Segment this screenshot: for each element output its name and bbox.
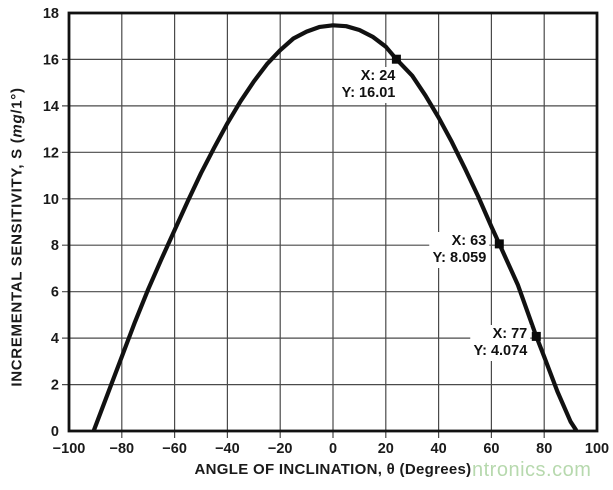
x-tick-label: 80 — [536, 441, 552, 457]
x-tick-label: −60 — [162, 441, 187, 457]
y-tick-label: 2 — [51, 378, 59, 394]
data-marker — [494, 239, 504, 249]
y-tick-label: 8 — [51, 238, 59, 254]
y-tick-label: 16 — [43, 52, 59, 68]
x-tick-label: 20 — [378, 441, 394, 457]
x-axis-title: ANGLE OF INCLINATION, θ (Degrees) — [194, 461, 472, 478]
x-tick-label: −100 — [53, 441, 86, 457]
watermark: ntronics.com — [472, 459, 592, 481]
y-tick-label: 10 — [43, 192, 59, 208]
point-label-line: Y: 16.01 — [341, 85, 396, 102]
point-label: X: 77 Y: 4.074 — [470, 325, 531, 362]
x-tick-label: 60 — [483, 441, 499, 457]
point-label-line: Y: 4.074 — [473, 343, 528, 360]
point-label-line: X: 77 — [492, 326, 528, 343]
sensitivity-curve — [91, 23, 579, 432]
point-label-line: Y: 8.059 — [432, 249, 487, 266]
y-tick-label: 12 — [43, 145, 59, 161]
y-tick-label: 4 — [51, 331, 59, 347]
data-marker — [391, 54, 401, 64]
x-tick-label: 100 — [585, 441, 609, 457]
y-axis-title-pre: INCREMENTAL SENSITIVITY, S ( — [8, 137, 26, 387]
point-label-line: X: 63 — [451, 232, 487, 249]
point-label: X: 63 Y: 8.059 — [429, 231, 490, 268]
y-axis-title-post: /1°) — [8, 87, 26, 114]
data-marker — [531, 331, 541, 341]
y-tick-label: 0 — [51, 424, 59, 440]
y-tick-label: 14 — [43, 99, 59, 115]
x-tick-label: 40 — [431, 441, 447, 457]
x-tick-label: −40 — [215, 441, 240, 457]
x-tick-label: −20 — [268, 441, 293, 457]
plot-border — [67, 11, 599, 433]
y-tick-label: 18 — [43, 6, 59, 22]
y-axis-title: INCREMENTAL SENSITIVITY, S (mg/1°) — [9, 87, 26, 386]
point-label-line: X: 24 — [360, 68, 396, 85]
y-tick-label: 6 — [51, 285, 59, 301]
y-axis-title-unit-italic: mg — [8, 113, 26, 138]
x-tick-label: 0 — [329, 441, 337, 457]
x-tick-label: −80 — [109, 441, 134, 457]
point-label: X: 24 Y: 16.01 — [338, 67, 399, 104]
